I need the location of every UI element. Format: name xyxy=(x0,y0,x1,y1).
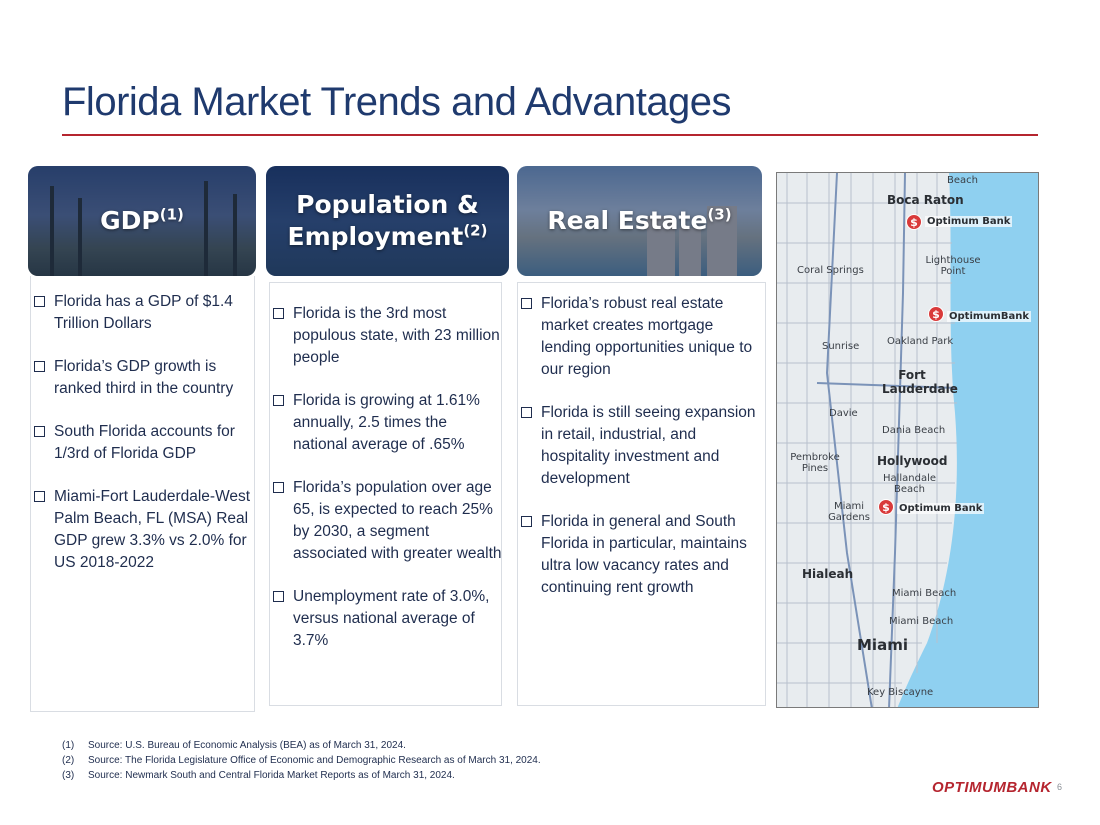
real-estate-header-label: Real Estate(3) xyxy=(547,205,732,235)
map-label-fort-lauderdale: Fort Lauderdale xyxy=(882,368,958,396)
footnotes: (1) Source: U.S. Bureau of Economic Analy… xyxy=(62,738,541,783)
footnote-item: (2) Source: The Florida Legislature Offic… xyxy=(62,755,541,766)
gdp-column-box xyxy=(30,276,255,712)
list-item: Florida’s population over age 65, is exp… xyxy=(271,477,503,565)
list-item: Florida has a GDP of $1.4 Trillion Dolla… xyxy=(32,291,256,335)
map-label-miami: Miami xyxy=(857,636,908,654)
footnote-item: (1) Source: U.S. Bureau of Economic Analy… xyxy=(62,740,406,751)
building-shape xyxy=(707,206,737,276)
list-item: Florida’s robust real estate market crea… xyxy=(519,293,767,381)
map-label-lighthouse-point: Lighthouse Point xyxy=(925,255,981,277)
list-item: Unemployment rate of 3.0%, versus nation… xyxy=(271,586,503,652)
real-estate-column-box xyxy=(517,282,766,706)
list-item: Florida in general and South Florida in … xyxy=(519,511,767,599)
list-item: South Florida accounts for 1/3rd of Flor… xyxy=(32,421,256,465)
list-item: Florida is the 3rd most populous state, … xyxy=(271,303,503,369)
map-label-oakland-park: Oakland Park xyxy=(887,336,954,347)
real-estate-bullet-list: Florida’s robust real estate market crea… xyxy=(519,293,767,620)
checkbox-bullet-icon xyxy=(273,395,284,406)
list-item: Florida is growing at 1.61% annually, 2.… xyxy=(271,390,503,456)
map-label-pembroke-pines: Pembroke Pines xyxy=(790,452,840,474)
title-divider xyxy=(62,134,1038,136)
footnote-item: (3) Source: Newmark South and Central Flo… xyxy=(62,770,455,781)
gdp-bullet-list: Florida has a GDP of $1.4 Trillion Dolla… xyxy=(32,291,256,595)
checkbox-bullet-icon xyxy=(34,296,45,307)
population-column-box xyxy=(269,282,502,706)
optimumbank-logo: OPTIMUMBANK xyxy=(932,779,1052,796)
checkbox-bullet-icon xyxy=(34,361,45,372)
list-item: Florida is still seeing expansion in ret… xyxy=(519,402,767,490)
population-header-tile: Population & Employment(2) xyxy=(266,166,509,276)
bank-pin-label: Optimum Bank xyxy=(897,503,985,514)
checkbox-bullet-icon xyxy=(34,426,45,437)
checkbox-bullet-icon xyxy=(273,308,284,319)
bank-pin-label: Optimum Bank xyxy=(925,216,1013,227)
map-label-beach: Beach xyxy=(947,175,978,186)
population-header-label: Population & Employment(2) xyxy=(287,189,488,252)
checkbox-bullet-icon xyxy=(521,407,532,418)
map-label-hallandale-beach: Hallandale Beach xyxy=(882,473,937,495)
map-label-hollywood: Hollywood xyxy=(877,454,948,468)
map-label-sunrise: Sunrise xyxy=(822,341,860,352)
checkbox-bullet-icon xyxy=(273,591,284,602)
checkbox-bullet-icon xyxy=(521,298,532,309)
bank-pin-label: OptimumBank xyxy=(947,311,1031,322)
map-label-boca-raton: Boca Raton xyxy=(887,193,964,207)
map-label-key-biscayne: Key Biscayne xyxy=(867,687,934,698)
map-label-coral-springs: Coral Springs xyxy=(797,265,864,276)
map-label-davie: Davie xyxy=(829,408,858,419)
checkbox-bullet-icon xyxy=(521,516,532,527)
map-label-miami-beach: Miami Beach xyxy=(889,616,954,627)
list-item: Miami-Fort Lauderdale-West Palm Beach, F… xyxy=(32,486,256,574)
page-number: 6 xyxy=(1057,782,1063,792)
gdp-header-label: GDP(1) xyxy=(100,205,184,235)
real-estate-header-tile: Real Estate(3) xyxy=(517,166,762,276)
page-title: Florida Market Trends and Advantages xyxy=(62,80,732,124)
map-roads xyxy=(777,173,1038,707)
bank-pin-icon[interactable]: $ xyxy=(928,306,944,322)
building-shape xyxy=(647,216,675,276)
map-label-dania-beach: Dania Beach xyxy=(882,425,946,436)
map-label-miami-beach: Miami Beach xyxy=(892,588,957,599)
building-shape xyxy=(679,228,701,276)
bank-pin-icon[interactable]: $ xyxy=(878,499,894,515)
checkbox-bullet-icon xyxy=(273,482,284,493)
population-bullet-list: Florida is the 3rd most populous state, … xyxy=(271,303,503,673)
gdp-header-tile: GDP(1) xyxy=(28,166,256,276)
checkbox-bullet-icon xyxy=(34,491,45,502)
bank-pin-icon[interactable]: $ xyxy=(906,214,922,230)
list-item: Florida’s GDP growth is ranked third in … xyxy=(32,356,256,400)
map-label-miami-gardens: Miami Gardens xyxy=(828,501,870,523)
map-label-hialeah: Hialeah xyxy=(802,567,854,581)
south-florida-map: Beach Boca Raton Coral Springs Lighthous… xyxy=(776,172,1039,708)
